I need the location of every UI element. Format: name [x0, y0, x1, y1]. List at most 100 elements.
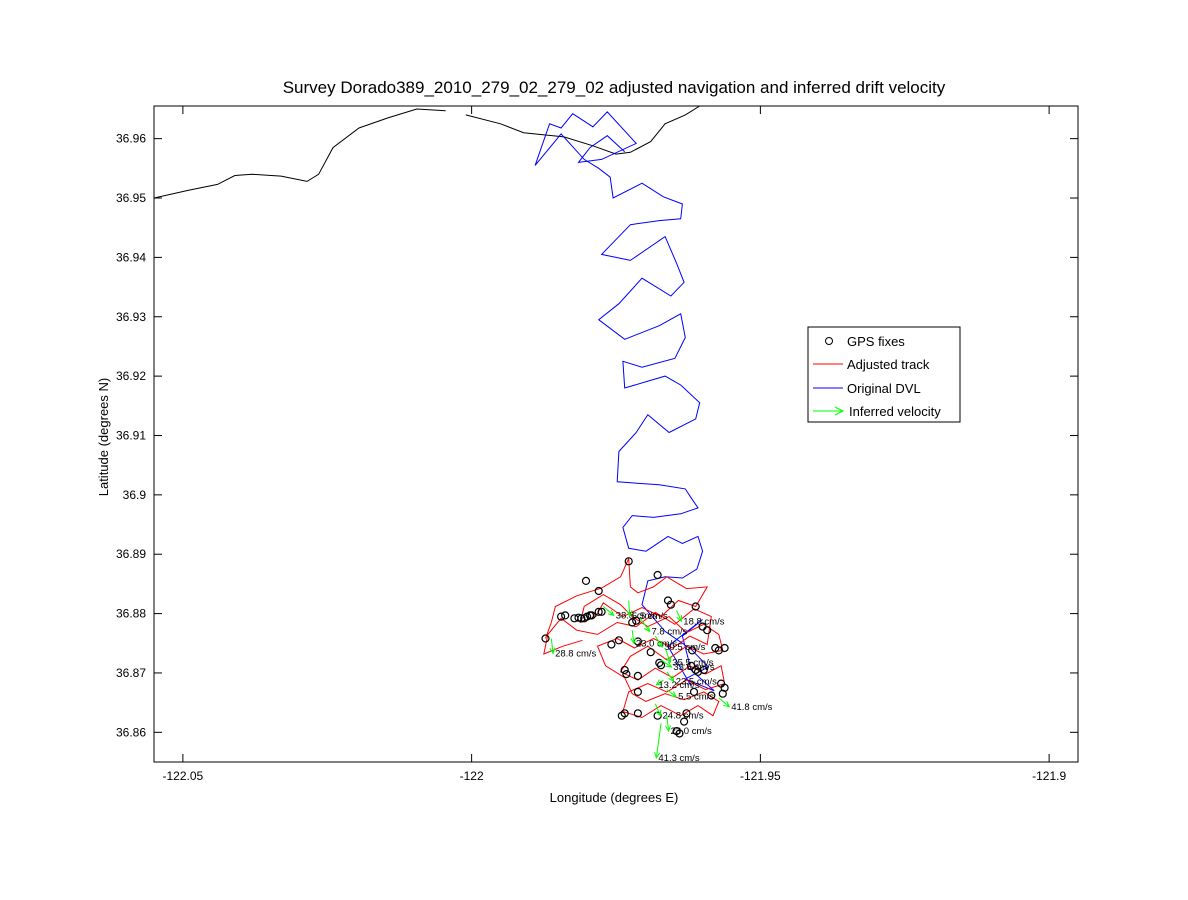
- gps-fix-point: [633, 687, 643, 697]
- velocity-label: 18.8 cm/s: [683, 616, 724, 627]
- velocity-arrow: [654, 703, 661, 716]
- gps-fix-point: [628, 618, 637, 627]
- plot-area: 28.8 cm/s38.8 cm/s5.5 cm/s7.8 cm/s23.0 c…: [154, 106, 773, 764]
- gps-fix-point: [693, 667, 703, 676]
- velocity-label: 28.8 cm/s: [555, 648, 596, 659]
- velocity-arrow: [550, 638, 554, 654]
- velocity-label: 35.5 cm/s: [672, 657, 713, 668]
- legend-velocity-arrowhead: [834, 406, 845, 416]
- velocity-arrow: [676, 610, 682, 622]
- gps-fix-point: [614, 636, 624, 645]
- y-tick-label: 36.92: [116, 369, 146, 383]
- gps-fix-point: [653, 711, 662, 720]
- y-axis-label: Latitude (degrees N): [96, 378, 111, 497]
- gps-fix-point: [699, 665, 708, 675]
- gps-fix-point: [679, 717, 689, 726]
- gps-fix-point: [633, 709, 643, 718]
- velocity-arrowhead: [626, 610, 633, 618]
- velocity-label: 5.5 cm/s: [632, 611, 668, 622]
- x-axis-label: Longitude (degrees E): [550, 790, 679, 805]
- y-tick-label: 36.91: [116, 428, 146, 442]
- velocity-label: 41.3 cm/s: [658, 753, 699, 764]
- velocity-label: 41.8 cm/s: [731, 702, 772, 713]
- velocity-arrow: [639, 618, 650, 632]
- adjusted-track-line: [543, 558, 726, 719]
- gps-fix-point: [556, 612, 566, 621]
- y-tick-label: 36.89: [116, 547, 146, 561]
- velocity-arrowhead: [656, 640, 663, 648]
- gps-fix-point: [594, 586, 603, 596]
- gps-fix-point: [689, 687, 699, 697]
- velocity-arrowhead: [630, 637, 637, 645]
- velocity-arrow: [664, 647, 671, 663]
- x-tick-label: -121.9: [1032, 769, 1066, 783]
- velocity-label: 13.2 cm/s: [658, 680, 699, 691]
- velocity-arrow: [631, 630, 635, 644]
- plot-background: [154, 106, 1078, 762]
- chart-title: Survey Dorado389_2010_279_02_279_02 adju…: [283, 78, 946, 97]
- gps-fix-point: [720, 683, 729, 692]
- gps-fix-point: [656, 661, 666, 670]
- y-tick-label: 36.93: [116, 310, 146, 324]
- velocity-arrowhead: [668, 675, 675, 683]
- gps-fix-point: [718, 689, 727, 698]
- velocity-arrow: [654, 635, 663, 648]
- gps-fix-point: [646, 648, 655, 657]
- y-tick-label: 36.94: [116, 250, 146, 264]
- velocity-arrow: [666, 715, 670, 732]
- gps-fix-point: [672, 726, 681, 736]
- gps-fix-point: [597, 607, 606, 616]
- gps-fix-point: [707, 691, 716, 700]
- velocity-arrowhead: [654, 751, 661, 759]
- velocity-arrowhead: [723, 701, 731, 708]
- gps-fix-point: [541, 634, 550, 643]
- gps-fix-point: [577, 614, 586, 623]
- velocity-label: 23.0 cm/s: [636, 638, 677, 649]
- velocity-arrow: [660, 659, 672, 668]
- gps-fix-point: [624, 557, 633, 566]
- velocity-arrow: [602, 606, 615, 616]
- velocity-arrowhead: [655, 679, 663, 686]
- y-tick-label: 36.9: [123, 488, 147, 502]
- axes: -122.05 -122 -121.95 -121.9 36.86 36.87 36.88 3…: [116, 105, 1079, 783]
- legend-gps-marker: [825, 337, 833, 345]
- velocity-arrow: [628, 600, 631, 617]
- velocity-arrowhead: [655, 709, 662, 717]
- velocity-arrowhead: [607, 609, 615, 617]
- velocity-arrowhead: [664, 725, 671, 733]
- y-tick-label: 36.88: [116, 607, 146, 621]
- gps-fix-point: [594, 607, 603, 616]
- velocity-arrow: [666, 689, 677, 698]
- gps-fix-point: [666, 600, 676, 609]
- gps-fix-point: [691, 665, 700, 675]
- velocity-label: 30.5 cm/s: [664, 642, 705, 653]
- x-tick-label: -122: [460, 769, 484, 783]
- velocity-arrowhead: [549, 647, 556, 655]
- y-tick-label: 36.95: [116, 191, 146, 205]
- gps-fix-point: [581, 576, 591, 586]
- original-dvl-line: [534, 111, 715, 692]
- velocity-label: 23.5 cm/s: [676, 676, 717, 687]
- legend-label-original: Original DVL: [847, 381, 921, 396]
- gps-fix-point: [561, 611, 570, 620]
- gps-fix-point: [655, 658, 664, 668]
- gps-fix-point: [688, 646, 697, 655]
- velocity-arrow: [718, 697, 730, 708]
- gps-fix-point: [620, 665, 629, 675]
- velocity-label: 38.8 cm/s: [616, 610, 657, 621]
- gps-fix-point: [617, 711, 626, 720]
- gps-fix-point: [607, 640, 616, 649]
- coastline-segment-1: [465, 106, 700, 155]
- gps-fix-point: [653, 570, 662, 580]
- velocity-arrow: [655, 723, 662, 758]
- x-tick-label: -122.05: [163, 769, 204, 783]
- velocity-arrowhead: [676, 615, 682, 623]
- gps-fix-point: [703, 626, 712, 635]
- x-tick-label: -121.95: [740, 769, 781, 783]
- velocity-arrowhead: [665, 656, 672, 664]
- gps-fix-point: [585, 611, 595, 620]
- y-tick-label: 36.86: [116, 725, 146, 739]
- velocity-arrowhead: [670, 691, 678, 698]
- gps-fix-point: [574, 613, 583, 622]
